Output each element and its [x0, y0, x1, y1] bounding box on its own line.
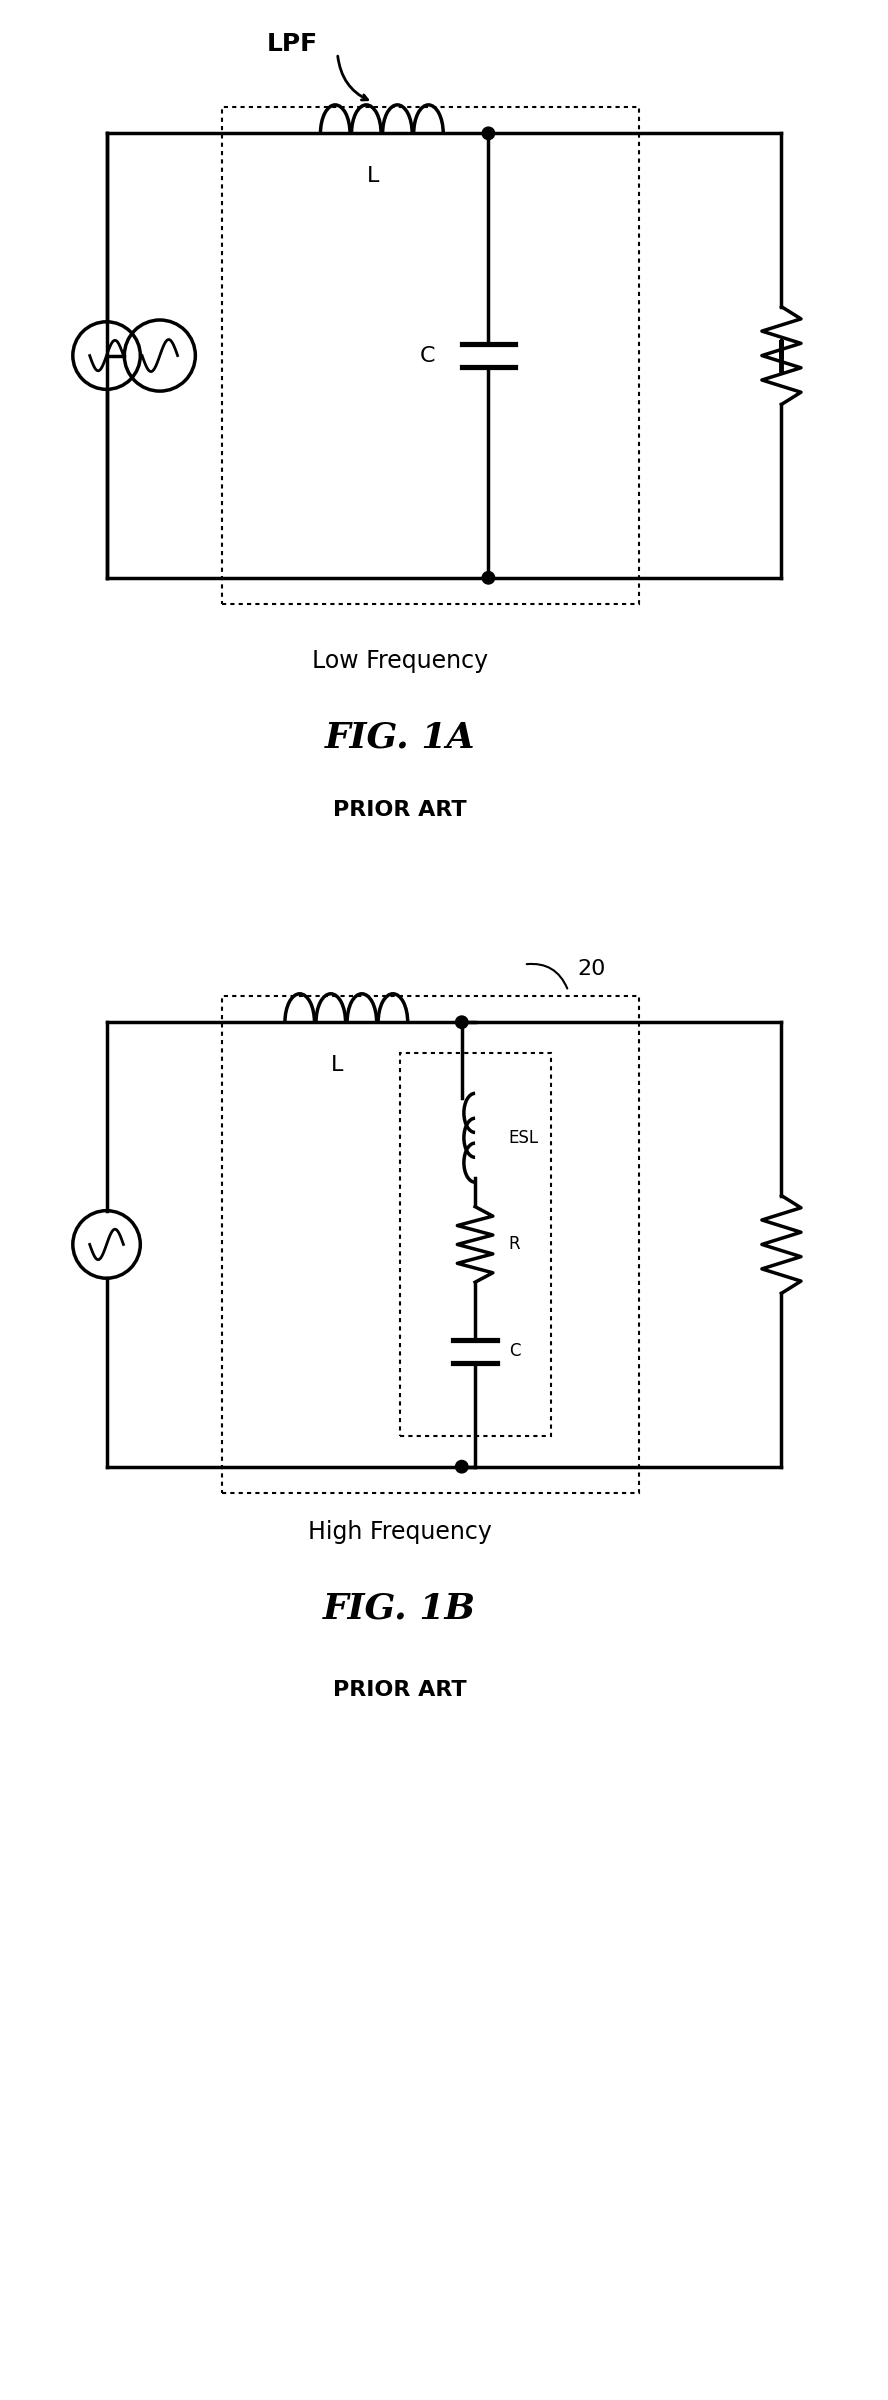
Text: C: C [420, 346, 435, 365]
Circle shape [482, 571, 495, 583]
Text: High Frequency: High Frequency [307, 1519, 492, 1543]
Bar [400, 1054, 551, 1435]
Bar [222, 996, 639, 1493]
Text: Low Frequency: Low Frequency [312, 648, 488, 672]
Circle shape [482, 127, 495, 139]
Text: L: L [367, 166, 379, 187]
Text: PRIOR ART: PRIOR ART [333, 799, 466, 821]
Circle shape [456, 1015, 468, 1030]
Text: L: L [331, 1056, 344, 1075]
Text: R: R [509, 1236, 520, 1253]
Text: ESL: ESL [509, 1128, 539, 1147]
Text: 20: 20 [577, 960, 606, 979]
Text: C: C [509, 1342, 520, 1361]
Text: FIG. 1B: FIG. 1B [323, 1591, 476, 1625]
Bar [222, 106, 639, 605]
Text: PRIOR ART: PRIOR ART [333, 1680, 466, 1699]
Text: FIG. 1A: FIG. 1A [324, 720, 475, 754]
Text: LPF: LPF [266, 34, 318, 58]
Circle shape [456, 1462, 468, 1474]
